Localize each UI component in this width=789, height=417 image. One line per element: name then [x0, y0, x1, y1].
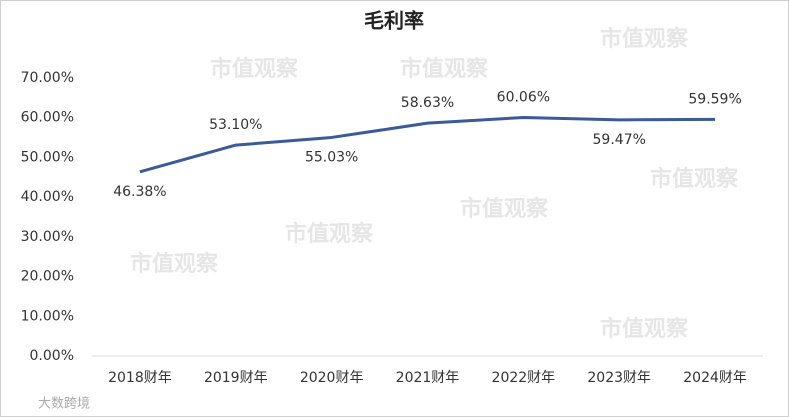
- data-label: 60.06%: [497, 89, 550, 105]
- data-label: 59.59%: [688, 91, 741, 107]
- y-tick-label: 70.00%: [21, 70, 74, 86]
- y-tick-label: 20.00%: [21, 269, 74, 285]
- watermark: 市值观察: [600, 26, 689, 52]
- watermark: 市值观察: [600, 316, 689, 342]
- credit: 大数跨境: [38, 397, 90, 412]
- y-tick-label: 30.00%: [21, 229, 74, 245]
- y-tick-label: 0.00%: [30, 348, 74, 364]
- x-tick-label: 2019财年: [204, 370, 268, 386]
- y-tick-label: 10.00%: [21, 308, 74, 324]
- y-tick-label: 60.00%: [21, 110, 74, 126]
- data-label: 59.47%: [593, 132, 646, 148]
- watermark: 市值观察: [210, 56, 299, 82]
- data-label: 58.63%: [401, 95, 454, 111]
- chart-title: 毛利率: [364, 9, 424, 33]
- watermark: 市值观察: [285, 221, 374, 247]
- watermark: 市值观察: [400, 56, 489, 82]
- y-tick-label: 40.00%: [21, 189, 74, 205]
- watermark: 市值观察: [650, 166, 739, 192]
- x-tick-label: 2024财年: [683, 370, 747, 386]
- data-label: 55.03%: [305, 149, 358, 165]
- x-tick-label: 2018财年: [108, 370, 172, 386]
- x-tick-label: 2020财年: [300, 370, 364, 386]
- line: [139, 115, 716, 174]
- watermark: 市值观察: [460, 196, 549, 222]
- x-tick-label: 2021财年: [396, 370, 460, 386]
- watermark: 市值观察: [130, 251, 219, 277]
- data-label: 46.38%: [113, 184, 166, 200]
- data-label: 53.10%: [209, 117, 262, 133]
- x-tick-label: 2023财年: [587, 370, 651, 386]
- x-tick-label: 2022财年: [492, 370, 556, 386]
- y-tick-label: 50.00%: [21, 149, 74, 165]
